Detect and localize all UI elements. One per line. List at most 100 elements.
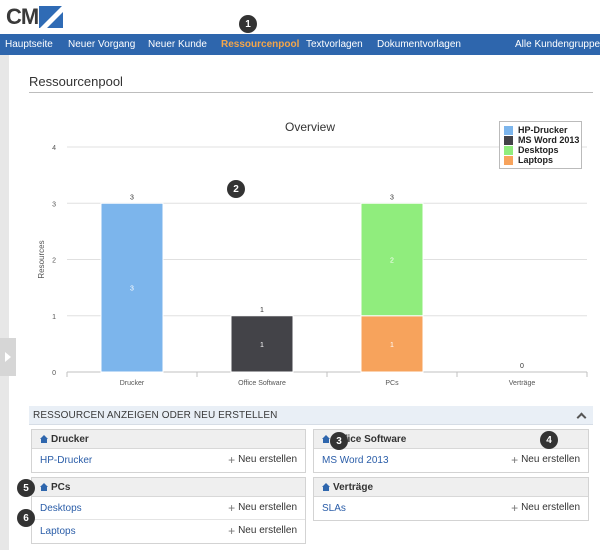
bar-data-label: 1 [390, 342, 394, 349]
app-logo[interactable]: CM [6, 4, 64, 29]
resource-link-laptops[interactable]: Laptops [40, 526, 76, 537]
y-axis-label: Resources [37, 240, 46, 278]
home-icon [40, 483, 48, 491]
new-hp-drucker-button[interactable]: + Neu erstellen [228, 452, 297, 467]
legend-label: Desktops [518, 145, 559, 155]
nav-item-ressourcenpool[interactable]: Ressourcenpool [221, 39, 300, 50]
x-tick-label: PCs [385, 380, 399, 387]
plus-icon: + [228, 500, 236, 515]
chart-legend: HP-Drucker MS Word 2013 Desktops Laptops [499, 121, 582, 169]
list-item: HP-Drucker + Neu erstellen [32, 449, 305, 471]
title-divider [29, 92, 593, 93]
legend-swatch [504, 125, 513, 135]
y-tick-label: 0 [52, 370, 56, 377]
bar-data-label: 3 [130, 286, 134, 293]
group-title: Verträge [333, 482, 374, 493]
bar-ms-word-2013 [230, 315, 294, 373]
main-nav: Hauptseite Neuer Vorgang Neuer Kunde Res… [0, 34, 600, 55]
y-tick-label: 4 [52, 145, 56, 152]
home-icon [40, 435, 48, 443]
resources-section-header[interactable]: RESSOURCEN ANZEIGEN ODER NEU ERSTELLEN [29, 406, 593, 425]
nav-item-dokumentvorlagen[interactable]: Dokumentvorlagen [377, 39, 461, 50]
legend-swatch [504, 155, 513, 165]
group-header: Drucker [32, 430, 305, 449]
legend-item-hp-drucker[interactable]: HP-Drucker [504, 125, 577, 135]
total-label: 1 [260, 307, 264, 314]
x-tick-label: Office Software [238, 380, 286, 387]
group-title: Drucker [51, 434, 89, 445]
group-header: Office Software [314, 430, 588, 449]
x-tick-label: Drucker [120, 380, 145, 387]
nav-item-alle-kundengruppen[interactable]: Alle Kundengruppen [515, 39, 600, 50]
button-label: Neu erstellen [238, 525, 297, 536]
bar-desktops [360, 202, 424, 317]
group-header: Verträge [314, 478, 588, 497]
resource-group-pcs: PCs Desktops + Neu erstellen Laptops + Neu… [31, 477, 306, 544]
callout-badge-4: 4 [540, 431, 558, 449]
y-tick-label: 3 [52, 201, 56, 208]
group-title: PCs [51, 482, 71, 493]
plus-icon: + [511, 500, 519, 515]
y-tick-label: 1 [52, 314, 56, 321]
list-item: Laptops + Neu erstellen [32, 519, 305, 541]
button-label: Neu erstellen [238, 454, 297, 465]
resource-group-office-software: Office Software MS Word 2013 + Neu erstel… [313, 429, 589, 473]
resource-link-ms-word-2013[interactable]: MS Word 2013 [322, 455, 389, 466]
total-label: 3 [130, 194, 134, 201]
callout-badge-2: 2 [227, 180, 245, 198]
resource-link-desktops[interactable]: Desktops [40, 503, 82, 514]
callout-badge-5: 5 [17, 479, 35, 497]
logo-mark-icon [39, 6, 64, 28]
list-item: SLAs + Neu erstellen [314, 497, 588, 519]
legend-swatch [504, 135, 513, 145]
new-slas-button[interactable]: + Neu erstellen [511, 500, 580, 515]
total-label: 0 [520, 363, 524, 370]
button-label: Neu erstellen [521, 454, 580, 465]
resource-link-slas[interactable]: SLAs [322, 503, 346, 514]
resource-group-vertraege: Verträge SLAs + Neu erstellen [313, 477, 589, 521]
resource-group-drucker: Drucker HP-Drucker + Neu erstellen [31, 429, 306, 473]
new-laptops-button[interactable]: + Neu erstellen [228, 523, 297, 538]
y-tick-label: 2 [52, 258, 56, 265]
legend-item-ms-word-2013[interactable]: MS Word 2013 [504, 135, 580, 145]
nav-item-neuer-kunde[interactable]: Neuer Kunde [148, 39, 207, 50]
group-title: Office Software [333, 434, 407, 445]
bar-data-label: 2 [390, 258, 394, 265]
plus-icon: + [511, 452, 519, 467]
resource-link-hp-drucker[interactable]: HP-Drucker [40, 455, 93, 466]
left-rail [0, 55, 9, 550]
nav-item-neuer-vorgang[interactable]: Neuer Vorgang [68, 39, 136, 50]
new-ms-word-2013-button[interactable]: + Neu erstellen [511, 452, 580, 467]
page-title: Ressourcenpool [29, 74, 123, 89]
bar-hp-drucker [100, 202, 164, 373]
legend-label: Laptops [518, 155, 553, 165]
bar-laptops [360, 315, 424, 373]
bar-data-label: 1 [260, 342, 264, 349]
callout-badge-3: 3 [330, 432, 348, 450]
nav-item-textvorlagen[interactable]: Textvorlagen [306, 39, 363, 50]
callout-badge-1: 1 [239, 15, 257, 33]
legend-label: HP-Drucker [518, 125, 568, 135]
group-header: PCs [32, 478, 305, 497]
legend-label: MS Word 2013 [518, 135, 580, 145]
button-label: Neu erstellen [521, 502, 580, 513]
overview-chart: Overview 0 1 2 3 4 Resources Drucker Office Soft… [37, 120, 588, 387]
total-label: 3 [390, 194, 394, 201]
callout-badge-6: 6 [17, 509, 35, 527]
expand-sidebar-icon[interactable] [0, 338, 16, 376]
legend-swatch [504, 145, 513, 155]
chart-title: Overview [285, 120, 335, 134]
home-icon [322, 483, 330, 491]
home-icon [322, 435, 330, 443]
plus-icon: + [228, 452, 236, 467]
plus-icon: + [228, 523, 236, 538]
nav-item-hauptseite[interactable]: Hauptseite [5, 39, 53, 50]
new-desktops-button[interactable]: + Neu erstellen [228, 500, 297, 515]
x-tick-label: Verträge [509, 380, 536, 387]
logo-text: CM [6, 4, 39, 29]
chevron-up-icon[interactable] [576, 411, 586, 419]
legend-item-desktops[interactable]: Desktops [504, 145, 577, 155]
legend-item-laptops[interactable]: Laptops [504, 155, 577, 165]
list-item: Desktops + Neu erstellen [32, 497, 305, 519]
section-title: RESSOURCEN ANZEIGEN ODER NEU ERSTELLEN [33, 410, 278, 421]
